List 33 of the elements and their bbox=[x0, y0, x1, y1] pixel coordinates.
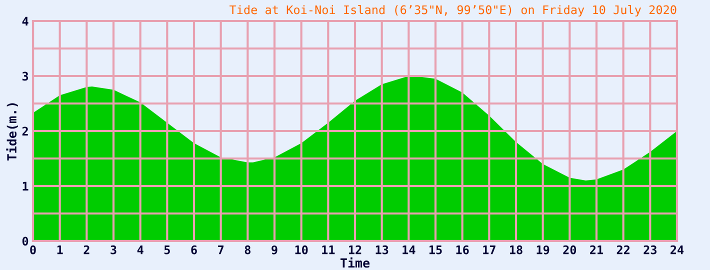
x-tick-label: 22 bbox=[616, 245, 630, 254]
y-tick-label: 3 bbox=[22, 72, 28, 81]
x-tick-label: 5 bbox=[164, 246, 170, 254]
y-tick-label: 4 bbox=[22, 16, 28, 26]
x-tick-label: 10 bbox=[295, 245, 308, 254]
y-tick-label: 2 bbox=[22, 126, 28, 136]
x-tick-label: 7 bbox=[218, 246, 224, 254]
y-tick-label: 0 bbox=[22, 236, 28, 246]
x-tick-label: 2 bbox=[84, 245, 90, 254]
x-tick-label: 0 bbox=[30, 245, 36, 254]
y-tick-label: 1 bbox=[22, 182, 28, 190]
x-tick-label: 6 bbox=[191, 245, 197, 254]
x-tick-label: 18 bbox=[510, 245, 522, 254]
x-tick-label: 9 bbox=[272, 245, 278, 254]
x-tick-label: 16 bbox=[456, 245, 469, 254]
x-tick-label: 3 bbox=[110, 245, 116, 254]
x-tick-label: 23 bbox=[644, 245, 657, 254]
x-tick-label: 4 bbox=[137, 246, 144, 254]
x-tick-label: 17 bbox=[483, 246, 496, 254]
x-axis-title: Time bbox=[340, 257, 370, 268]
x-tick-label: 8 bbox=[244, 245, 250, 254]
chart-title: Tide at Koi-Noi Island (6’35"N, 99’50"E) on Friday 10 July 2020 bbox=[230, 5, 676, 17]
x-tick-label: 1 bbox=[57, 246, 63, 254]
x-tick-label: 21 bbox=[590, 245, 604, 254]
x-tick-label: 11 bbox=[322, 246, 335, 254]
x-tick-label: 13 bbox=[376, 245, 388, 254]
x-tick-label: 15 bbox=[429, 246, 442, 254]
x-tick-label: 19 bbox=[536, 245, 550, 254]
y-axis-title: Tide(m.) bbox=[6, 103, 18, 161]
x-tick-label: 20 bbox=[563, 245, 576, 254]
x-tick-label: 12 bbox=[348, 245, 362, 254]
x-tick-label: 14 bbox=[402, 246, 416, 254]
x-tick-label: 24 bbox=[670, 245, 684, 254]
